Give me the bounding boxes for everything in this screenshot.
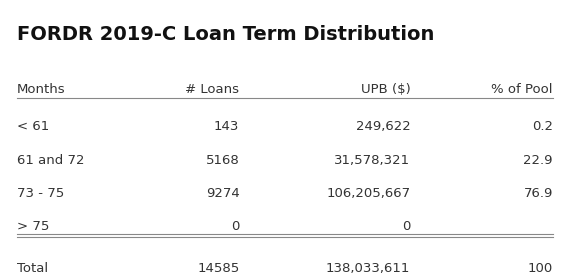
Text: FORDR 2019-C Loan Term Distribution: FORDR 2019-C Loan Term Distribution [17,25,434,44]
Text: 61 and 72: 61 and 72 [17,154,84,167]
Text: # Loans: # Loans [185,83,239,96]
Text: 9274: 9274 [206,187,239,200]
Text: 31,578,321: 31,578,321 [334,154,410,167]
Text: 14585: 14585 [197,262,239,275]
Text: 0: 0 [231,220,239,233]
Text: 5168: 5168 [206,154,239,167]
Text: < 61: < 61 [17,120,50,134]
Text: 138,033,611: 138,033,611 [326,262,410,275]
Text: 106,205,667: 106,205,667 [326,187,410,200]
Text: 73 - 75: 73 - 75 [17,187,64,200]
Text: 22.9: 22.9 [523,154,553,167]
Text: 0: 0 [402,220,410,233]
Text: % of Pool: % of Pool [491,83,553,96]
Text: 100: 100 [528,262,553,275]
Text: Months: Months [17,83,66,96]
Text: UPB ($): UPB ($) [361,83,410,96]
Text: 0.2: 0.2 [532,120,553,134]
Text: 143: 143 [214,120,239,134]
Text: > 75: > 75 [17,220,50,233]
Text: 76.9: 76.9 [523,187,553,200]
Text: 249,622: 249,622 [356,120,410,134]
Text: Total: Total [17,262,48,275]
